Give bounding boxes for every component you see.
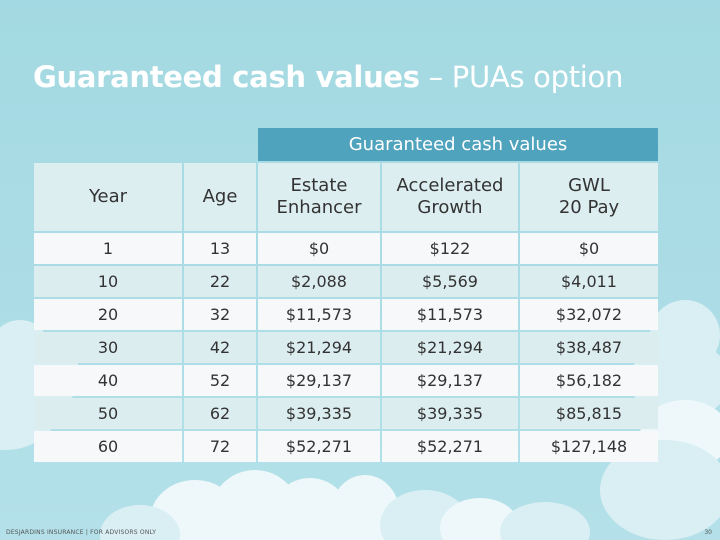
- cell-accelerated-growth: $52,271: [382, 431, 518, 462]
- page-number: 30: [704, 529, 712, 536]
- slide-title: Guaranteed cash values – PUAs option: [33, 60, 623, 94]
- table-row: 40 52 $29,137 $29,137 $56,182: [34, 365, 658, 396]
- cell-year: 60: [34, 431, 182, 462]
- cell-age: 42: [184, 332, 256, 363]
- cell-gwl-20-pay: $0: [520, 233, 658, 264]
- cell-estate-enhancer: $39,335: [258, 398, 380, 429]
- header-spacer: [34, 128, 256, 161]
- cell-gwl-20-pay: $38,487: [520, 332, 658, 363]
- cell-accelerated-growth: $5,569: [382, 266, 518, 297]
- group-header: Guaranteed cash values: [258, 128, 658, 161]
- column-header-year: Year: [34, 163, 182, 231]
- cell-age: 62: [184, 398, 256, 429]
- table-row: 50 62 $39,335 $39,335 $85,815: [34, 398, 658, 429]
- cell-estate-enhancer: $52,271: [258, 431, 380, 462]
- cell-accelerated-growth: $11,573: [382, 299, 518, 330]
- cell-accelerated-growth: $39,335: [382, 398, 518, 429]
- cell-year: 30: [34, 332, 182, 363]
- cell-gwl-20-pay: $4,011: [520, 266, 658, 297]
- footer-text: DESJARDINS INSURANCE | FOR ADVISORS ONLY: [6, 529, 157, 536]
- cell-age: 72: [184, 431, 256, 462]
- cash-values-table: Guaranteed cash values Year Age Estate En…: [32, 126, 660, 464]
- cell-estate-enhancer: $29,137: [258, 365, 380, 396]
- cell-age: 52: [184, 365, 256, 396]
- column-header-row: Year Age Estate Enhancer Accelerated Growt…: [34, 163, 658, 231]
- table-row: 1 13 $0 $122 $0: [34, 233, 658, 264]
- cell-year: 50: [34, 398, 182, 429]
- group-header-row: Guaranteed cash values: [34, 128, 658, 161]
- cell-estate-enhancer: $21,294: [258, 332, 380, 363]
- table-row: 60 72 $52,271 $52,271 $127,148: [34, 431, 658, 462]
- cell-gwl-20-pay: $32,072: [520, 299, 658, 330]
- cell-year: 10: [34, 266, 182, 297]
- cell-age: 22: [184, 266, 256, 297]
- cell-age: 13: [184, 233, 256, 264]
- cell-year: 40: [34, 365, 182, 396]
- table-row: 30 42 $21,294 $21,294 $38,487: [34, 332, 658, 363]
- title-bold: Guaranteed cash values: [33, 60, 420, 94]
- cell-accelerated-growth: $122: [382, 233, 518, 264]
- cell-estate-enhancer: $2,088: [258, 266, 380, 297]
- column-header-accelerated-growth: Accelerated Growth: [382, 163, 518, 231]
- column-header-estate-enhancer: Estate Enhancer: [258, 163, 380, 231]
- cell-year: 1: [34, 233, 182, 264]
- cell-year: 20: [34, 299, 182, 330]
- cell-accelerated-growth: $21,294: [382, 332, 518, 363]
- title-rest: – PUAs option: [419, 60, 624, 94]
- cell-gwl-20-pay: $56,182: [520, 365, 658, 396]
- cell-estate-enhancer: $11,573: [258, 299, 380, 330]
- column-header-gwl-20-pay: GWL 20 Pay: [520, 163, 658, 231]
- column-header-age: Age: [184, 163, 256, 231]
- table-row: 10 22 $2,088 $5,569 $4,011: [34, 266, 658, 297]
- cell-estate-enhancer: $0: [258, 233, 380, 264]
- table-row: 20 32 $11,573 $11,573 $32,072: [34, 299, 658, 330]
- cell-gwl-20-pay: $85,815: [520, 398, 658, 429]
- cell-accelerated-growth: $29,137: [382, 365, 518, 396]
- cell-age: 32: [184, 299, 256, 330]
- cell-gwl-20-pay: $127,148: [520, 431, 658, 462]
